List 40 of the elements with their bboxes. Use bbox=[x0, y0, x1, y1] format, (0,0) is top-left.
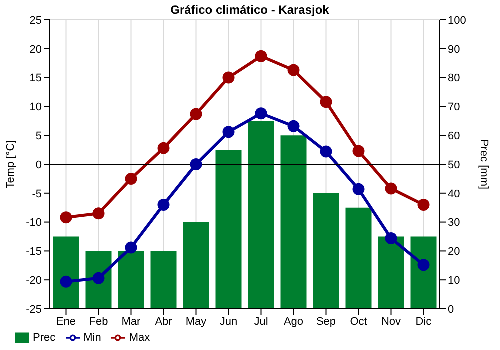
y-tick-label: 5 bbox=[36, 130, 42, 143]
x-tick-label: Abr bbox=[155, 316, 173, 328]
y-tick-label: 10 bbox=[30, 102, 42, 114]
y-tick-label: -5 bbox=[32, 188, 42, 200]
y2-tick-label: 100 bbox=[448, 14, 466, 27]
x-tick-label: Ago bbox=[284, 316, 304, 328]
x-tick-label: Mar bbox=[122, 316, 142, 328]
x-tick-label: Nov bbox=[381, 316, 402, 328]
chart-title: Gráfico climático - Karasjok bbox=[170, 3, 330, 17]
y2-tick-label: 20 bbox=[448, 246, 460, 258]
y-axis-title: Temp [°C] bbox=[4, 140, 17, 189]
y2-tick-label: 30 bbox=[448, 217, 460, 230]
y-tick-label: -25 bbox=[26, 304, 42, 316]
y2-tick-label: 70 bbox=[448, 102, 460, 114]
y-tick-label: -10 bbox=[26, 217, 42, 230]
x-tick-label: May bbox=[186, 316, 208, 328]
legend-label: Max bbox=[129, 332, 150, 344]
y-tick-label: 25 bbox=[30, 14, 42, 27]
legend-label: Min bbox=[84, 332, 102, 344]
x-tick-label: Ene bbox=[56, 316, 76, 328]
y2-tick-label: 0 bbox=[448, 304, 454, 316]
x-tick-label: Jul bbox=[254, 316, 268, 328]
x-tick-label: Dic bbox=[416, 316, 432, 328]
x-tick-label: Feb bbox=[89, 316, 108, 328]
y-tick-label: 20 bbox=[30, 44, 42, 56]
y2-tick-label: 90 bbox=[448, 44, 460, 56]
y2-tick-label: 50 bbox=[448, 159, 460, 172]
y2-tick-label: 80 bbox=[448, 72, 460, 85]
x-tick-label: Oct bbox=[350, 316, 368, 328]
x-tick-label: Sep bbox=[316, 316, 336, 328]
y-tick-label: 0 bbox=[36, 159, 42, 172]
y-tick-label: -20 bbox=[26, 275, 42, 288]
y2-axis-title: Prec [mm] bbox=[478, 139, 490, 190]
y2-tick-label: 10 bbox=[448, 275, 460, 288]
x-tick-label: Jun bbox=[220, 316, 238, 328]
y2-tick-label: 60 bbox=[448, 130, 460, 143]
y-tick-label: 15 bbox=[30, 72, 42, 85]
y-tick-label: -15 bbox=[26, 246, 42, 258]
y2-tick-label: 40 bbox=[448, 188, 460, 200]
legend-label: Prec bbox=[33, 332, 56, 344]
